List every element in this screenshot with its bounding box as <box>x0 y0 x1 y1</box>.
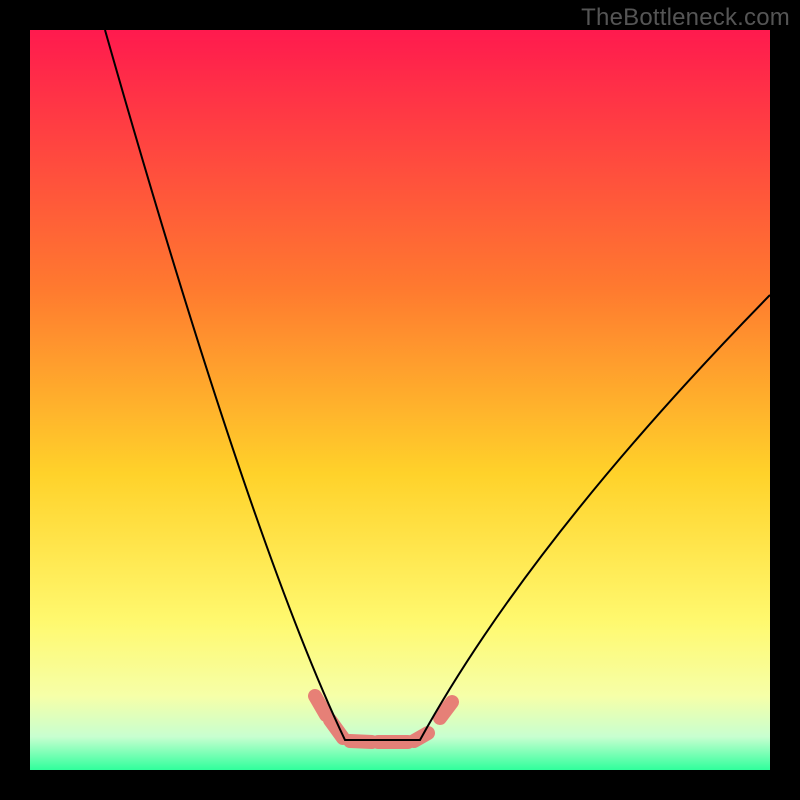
valley-highlight-segment <box>350 741 372 742</box>
watermark-text: TheBottleneck.com <box>581 4 790 32</box>
valley-highlight-segment <box>440 702 452 718</box>
bottleneck-chart <box>0 0 800 800</box>
frame: TheBottleneck.com <box>0 0 800 800</box>
valley-highlight-segment <box>315 696 326 715</box>
gradient-background <box>30 30 770 770</box>
